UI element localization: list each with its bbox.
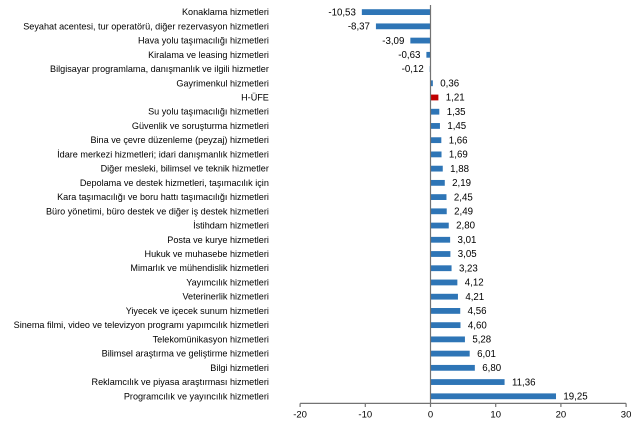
svg-text:1,35: 1,35: [447, 107, 466, 118]
svg-text:-10,53: -10,53: [328, 7, 355, 18]
svg-text:Programcılık ve yayıncılık hiz: Programcılık ve yayıncılık hizmetleri: [124, 391, 269, 401]
svg-text:-0,12: -0,12: [402, 64, 424, 75]
svg-text:-3,09: -3,09: [382, 36, 404, 47]
svg-text:2,49: 2,49: [454, 207, 473, 218]
svg-text:3,23: 3,23: [459, 263, 478, 274]
svg-text:İdare merkezi hizmetleri; idar: İdare merkezi hizmetleri; idari danışman…: [57, 149, 269, 159]
svg-text:Sinema filmi, video ve televiz: Sinema filmi, video ve televizyon progra…: [14, 320, 269, 330]
svg-text:1,45: 1,45: [447, 121, 466, 132]
svg-text:2,45: 2,45: [454, 192, 473, 203]
svg-text:4,21: 4,21: [465, 292, 484, 303]
svg-text:19,25: 19,25: [563, 391, 587, 402]
svg-text:İstihdam hizmetleri: İstihdam hizmetleri: [193, 221, 269, 231]
svg-text:1,69: 1,69: [449, 150, 468, 161]
svg-text:Depolama ve destek hizmetleri,: Depolama ve destek hizmetleri, taşımacıl…: [80, 178, 269, 188]
svg-text:0,36: 0,36: [440, 78, 459, 89]
svg-text:Güvenlik ve soruşturma hizmetl: Güvenlik ve soruşturma hizmetleri: [132, 121, 269, 131]
svg-text:Seyahat acentesi, tur operatör: Seyahat acentesi, tur operatörü, diğer r…: [23, 21, 269, 31]
svg-text:Bina ve çevre düzenleme (peyza: Bina ve çevre düzenleme (peyzaj) hizmetl…: [90, 135, 268, 145]
svg-text:2,80: 2,80: [456, 221, 475, 232]
svg-text:6,80: 6,80: [482, 363, 501, 374]
svg-text:Veterinerlik hizmetleri: Veterinerlik hizmetleri: [182, 292, 268, 302]
svg-text:-10: -10: [358, 410, 372, 421]
svg-text:Yayımcılık hizmetleri: Yayımcılık hizmetleri: [186, 277, 269, 287]
svg-text:Büro yönetimi, büro destek ve: Büro yönetimi, büro destek ve diğer iş d…: [46, 206, 269, 216]
svg-text:Hava yolu taşımacılığı hizmetl: Hava yolu taşımacılığı hizmetleri: [138, 36, 269, 46]
svg-text:5,28: 5,28: [472, 335, 491, 346]
svg-text:Gayrimenkul hizmetleri: Gayrimenkul hizmetleri: [176, 78, 268, 88]
svg-text:-0,63: -0,63: [398, 50, 420, 61]
svg-text:3,05: 3,05: [458, 249, 477, 260]
svg-text:1,21: 1,21: [446, 93, 465, 104]
svg-text:3,01: 3,01: [458, 235, 477, 246]
svg-text:H-ÜFE: H-ÜFE: [241, 92, 269, 102]
svg-text:Posta ve kurye hizmetleri: Posta ve kurye hizmetleri: [167, 235, 269, 245]
svg-text:4,12: 4,12: [465, 278, 484, 289]
svg-text:Mimarlık ve mühendislik hizmet: Mimarlık ve mühendislik hizmetleri: [130, 263, 268, 273]
svg-text:Yiyecek ve içecek sunum hizmet: Yiyecek ve içecek sunum hizmetleri: [126, 306, 269, 316]
svg-text:Hukuk ve muhasebe hizmetleri: Hukuk ve muhasebe hizmetleri: [145, 249, 269, 259]
svg-text:Bilgi hizmetleri: Bilgi hizmetleri: [210, 363, 269, 373]
svg-text:Bilimsel araştırma ve geliştir: Bilimsel araştırma ve geliştirme hizmetl…: [102, 349, 269, 359]
svg-text:Reklamcılık ve piyasa araştırm: Reklamcılık ve piyasa araştırması hizmet…: [92, 377, 269, 387]
svg-text:-8,37: -8,37: [348, 22, 370, 33]
svg-text:11,36: 11,36: [512, 377, 536, 388]
svg-text:Diğer mesleki, bilimsel ve tek: Diğer mesleki, bilimsel ve teknik hizmet…: [101, 164, 269, 174]
svg-text:Konaklama hizmetleri: Konaklama hizmetleri: [182, 7, 269, 17]
svg-text:20: 20: [556, 410, 567, 421]
svg-text:6,01: 6,01: [477, 349, 496, 360]
svg-text:4,60: 4,60: [468, 320, 487, 331]
svg-text:10: 10: [490, 410, 501, 421]
svg-text:Telekomünikasyon hizmetleri: Telekomünikasyon hizmetleri: [153, 334, 269, 344]
svg-text:4,56: 4,56: [468, 306, 487, 317]
svg-text:Kiralama ve leasing hizmetleri: Kiralama ve leasing hizmetleri: [148, 50, 269, 60]
svg-text:Su yolu taşımacılığı hizmetler: Su yolu taşımacılığı hizmetleri: [148, 107, 269, 117]
svg-text:1,66: 1,66: [449, 135, 468, 146]
svg-text:-20: -20: [293, 410, 307, 421]
svg-text:Kara taşımacılığı ve boru hatt: Kara taşımacılığı ve boru hattı taşımacı…: [57, 192, 269, 202]
svg-text:30: 30: [621, 410, 632, 421]
svg-text:0: 0: [428, 410, 433, 421]
svg-text:1,88: 1,88: [450, 164, 469, 175]
svg-text:2,19: 2,19: [452, 178, 471, 189]
svg-text:Bilgisayar programlama, danışm: Bilgisayar programlama, danışmanlık ve i…: [50, 64, 269, 74]
